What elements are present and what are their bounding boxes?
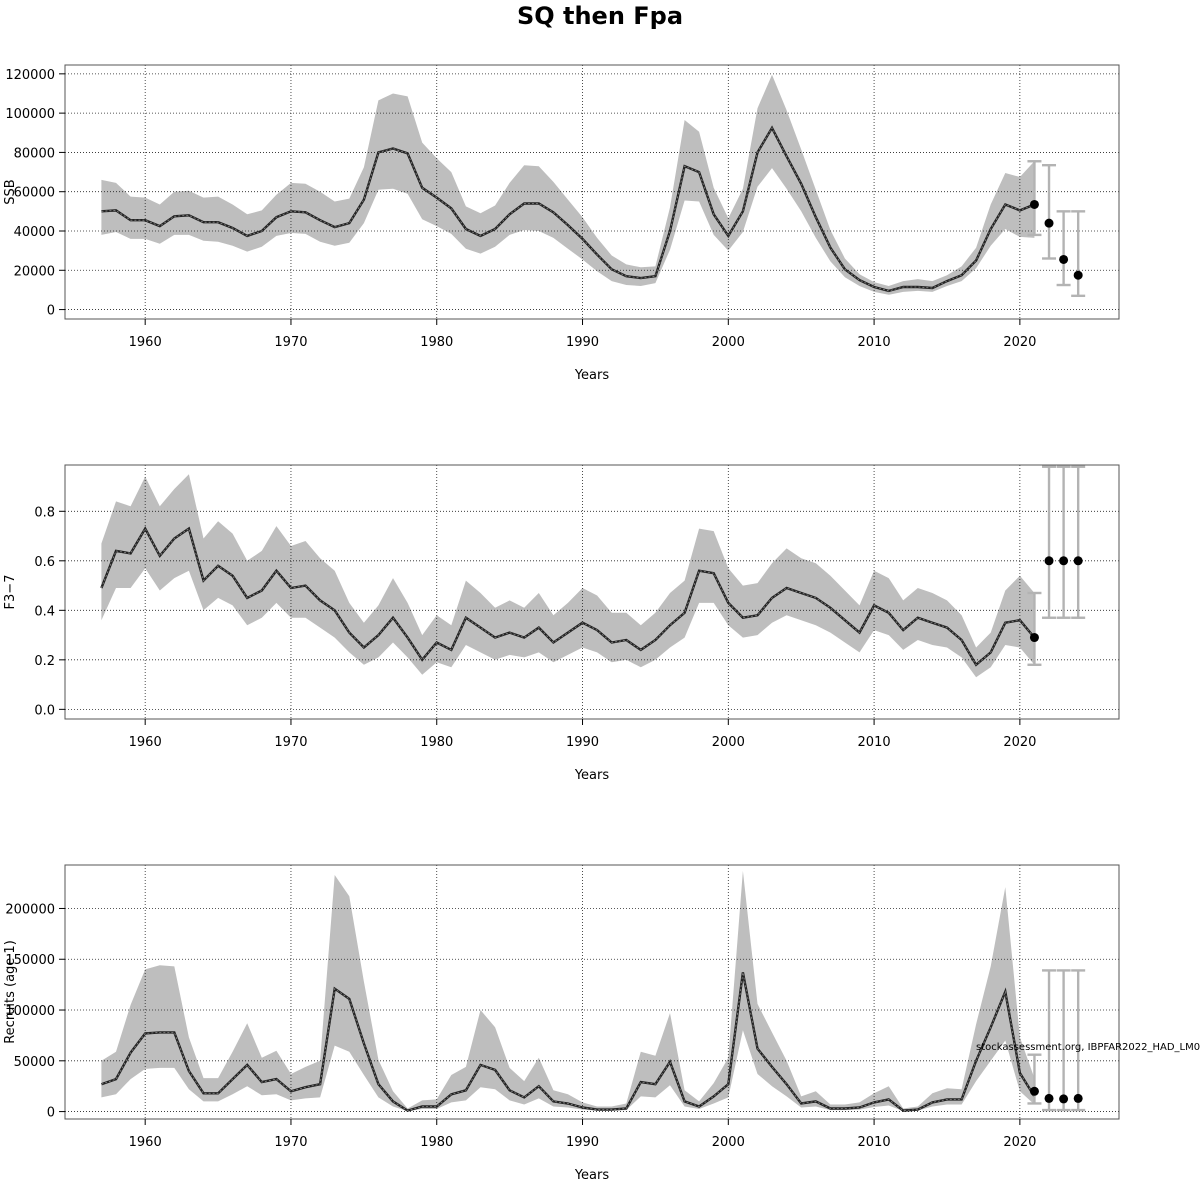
ssb-estimate-line — [101, 125, 1035, 293]
recruits-estimate-dash — [101, 972, 1035, 1112]
fbar-xaxis-label: Years — [574, 768, 610, 783]
fbar-forecast-point — [1059, 556, 1069, 566]
fbar-plot-frame — [64, 464, 1120, 720]
ssb-forecast-point — [1029, 199, 1039, 209]
figure-title: SQ then Fpa — [517, 2, 683, 30]
fbar-ytick-label: 0.4 — [34, 604, 55, 619]
fbar-xtick-label: 1970 — [274, 735, 307, 750]
recruits-ytick-label: 100000 — [5, 1004, 55, 1019]
ssb-xtick-label: 1980 — [420, 335, 453, 350]
ssb-xtick-label: 2010 — [858, 335, 891, 350]
recruits-ytick-label: 150000 — [5, 953, 55, 968]
fbar-xtick-label: 1980 — [420, 735, 453, 750]
ssb-xaxis-label: Years — [574, 368, 610, 383]
fbar-panel: 1960 1970 1980 1990 2000 2010 2020 0.0 0.2 0.4 0.6… — [3, 464, 1120, 783]
fbar-xtick-label: 2010 — [858, 735, 891, 750]
recruits-panel: 1960 1970 1980 1990 2000 2010 2020 0 50000 100000… — [3, 864, 1120, 1183]
fbar-confidence-band — [101, 474, 1035, 678]
recruits-yaxis-label: Recruits (age 1) — [3, 940, 18, 1044]
recruits-xtick-label: 2000 — [712, 1135, 745, 1150]
recruits-confidence-band — [101, 870, 1035, 1112]
fbar-xtick-label: 2000 — [712, 735, 745, 750]
ssb-confidence-band — [101, 74, 1035, 295]
ssb-panel: 1960 1970 1980 1990 2000 2010 2020 0 20000 40000 6… — [3, 64, 1120, 383]
recruits-xtick-label: 2010 — [858, 1135, 891, 1150]
ssb-xtick-label: 1960 — [129, 335, 162, 350]
recruits-xtick-label: 1970 — [274, 1135, 307, 1150]
recruits-xaxis-label: Years — [574, 1168, 610, 1183]
ssb-ytick-label: 100000 — [5, 107, 55, 122]
watermark-text: stockassessment.org, IBPFAR2022_HAD_LM0 — [976, 1042, 1200, 1053]
fbar-xtick-label: 2020 — [1003, 735, 1036, 750]
recruits-plot-frame — [64, 864, 1120, 1120]
fbar-xtick-label: 1960 — [129, 735, 162, 750]
recruits-forecast-point — [1044, 1093, 1054, 1103]
ssb-xtick-label: 1970 — [274, 335, 307, 350]
recruits-ytick-label: 50000 — [14, 1055, 55, 1070]
fbar-ytick-label: 0.6 — [34, 555, 55, 570]
fbar-estimate-dash — [101, 527, 1035, 666]
ssb-xtick-label: 2020 — [1003, 335, 1036, 350]
ssb-ytick-label: 60000 — [14, 186, 55, 201]
recruits-xtick-label: 1980 — [420, 1135, 453, 1150]
ssb-forecast-point — [1044, 218, 1054, 228]
fbar-yaxis-label: F3−7 — [3, 575, 18, 610]
ssb-ytick-label: 40000 — [14, 225, 55, 240]
ssb-forecast-point — [1059, 254, 1069, 264]
recruits-ytick-label: 0 — [47, 1106, 55, 1121]
ssb-ytick-label: 20000 — [14, 264, 55, 279]
fbar-ytick-label: 0.2 — [34, 654, 55, 669]
ssb-xtick-label: 2000 — [712, 335, 745, 350]
fbar-forecast-point — [1029, 633, 1039, 643]
recruits-forecast-point — [1073, 1093, 1083, 1103]
fbar-xtick-label: 1990 — [566, 735, 599, 750]
recruits-xtick-label: 2020 — [1003, 1135, 1036, 1150]
fbar-forecast-point — [1044, 556, 1054, 566]
fbar-ytick-label: 0.8 — [34, 505, 55, 520]
ssb-yaxis-label: SSB — [3, 179, 18, 204]
recruits-forecast-point — [1059, 1094, 1069, 1104]
ssb-forecast-point — [1073, 270, 1083, 280]
recruits-forecast-point — [1029, 1086, 1039, 1096]
ssb-ytick-label: 80000 — [14, 146, 55, 161]
ssb-xtick-label: 1990 — [566, 335, 599, 350]
recruits-ytick-label: 200000 — [5, 902, 55, 917]
ssb-ytick-label: 120000 — [5, 68, 55, 83]
ssb-ytick-label: 0 — [47, 304, 55, 319]
recruits-xtick-label: 1990 — [566, 1135, 599, 1150]
fbar-ytick-label: 0.0 — [34, 703, 55, 718]
fbar-forecast-point — [1073, 556, 1083, 566]
recruits-xtick-label: 1960 — [129, 1135, 162, 1150]
